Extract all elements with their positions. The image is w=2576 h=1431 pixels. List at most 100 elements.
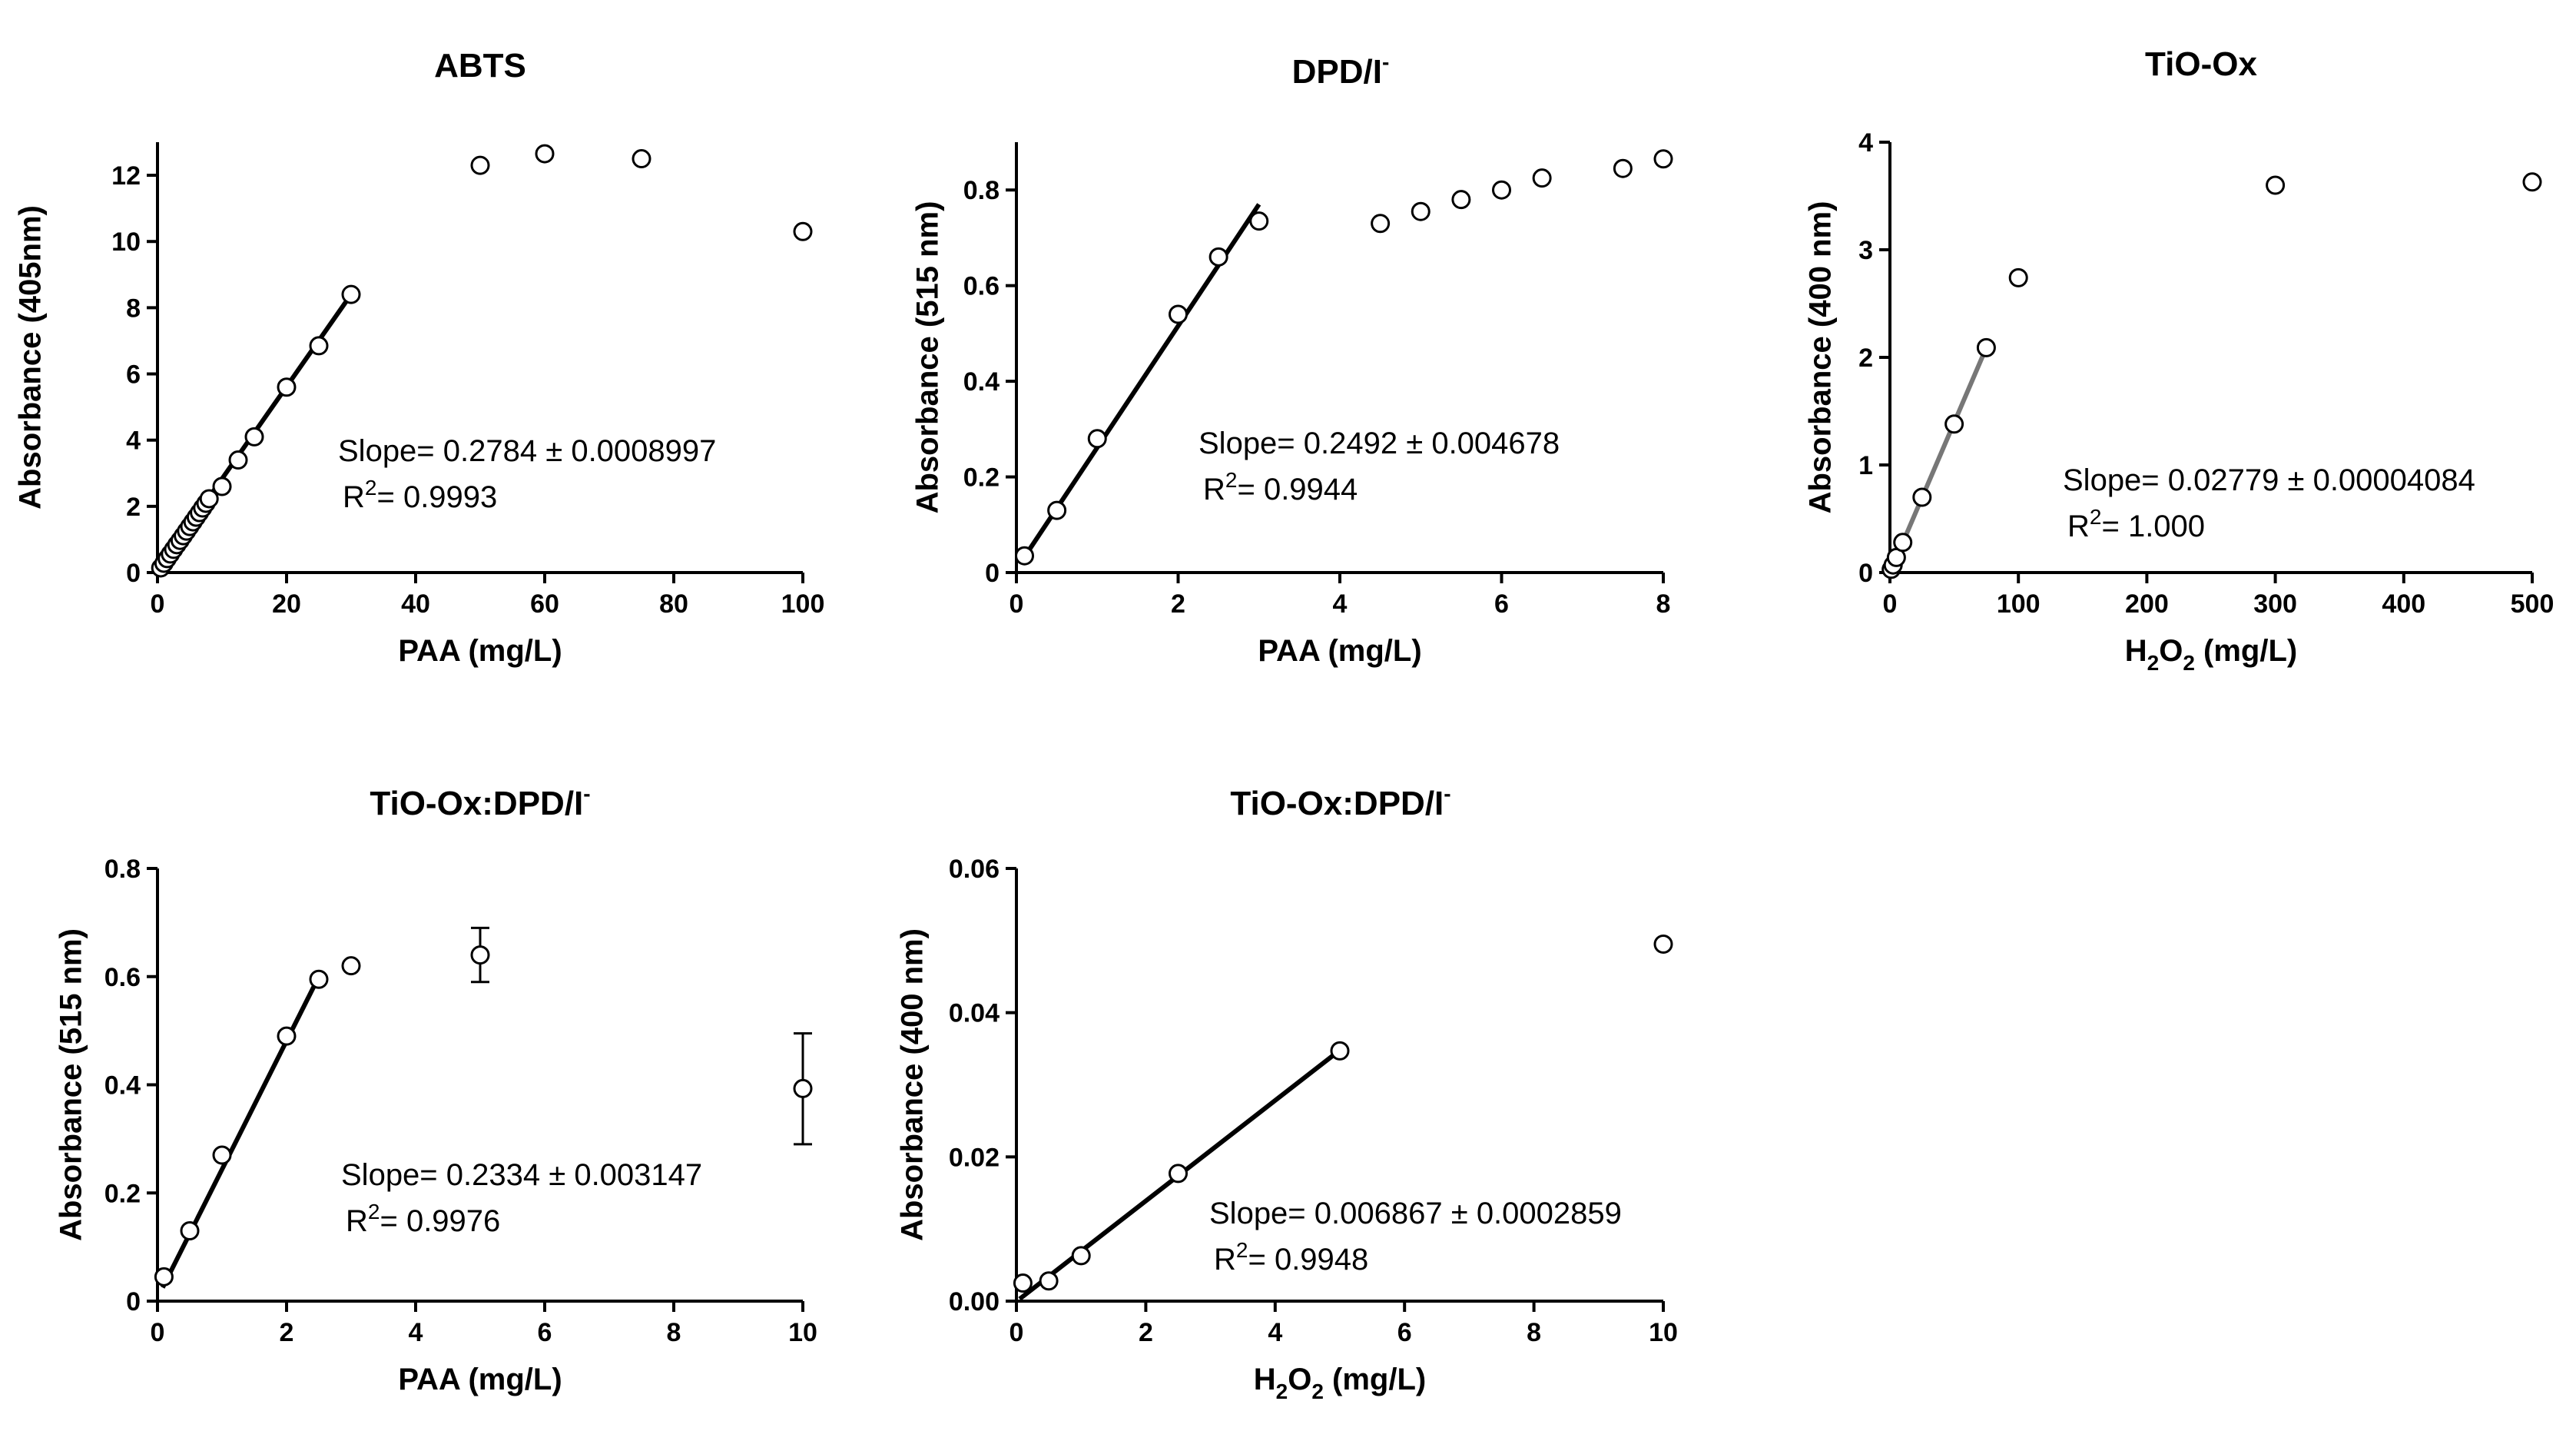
data-point — [1013, 1273, 1033, 1293]
data-point — [793, 1078, 813, 1098]
r-squared-value: = 0.9948 — [1248, 1243, 1368, 1277]
data-point — [154, 1267, 174, 1287]
data-point — [1532, 168, 1552, 188]
slope-annotation: Slope= 0.2492 ± 0.004678 — [1198, 427, 1560, 460]
r-squared-label: R — [346, 1204, 368, 1238]
data-point — [1087, 429, 1107, 449]
y-axis-label: Absorbance (405nm) — [14, 205, 48, 510]
x-axis-label: PAA (mg/L) — [1258, 634, 1421, 668]
data-point — [1976, 337, 1996, 357]
slope-label: Slope= — [338, 434, 435, 468]
slope-space — [435, 434, 443, 468]
x-axis-label-part: O — [2159, 634, 2183, 668]
x-tick-label: 0 — [1010, 1318, 1024, 1347]
data-point — [1411, 201, 1431, 221]
x-tick-label: 4 — [1268, 1318, 1282, 1347]
r-squared-annotation: R2= 0.9993 — [343, 476, 497, 514]
x-tick-label: 400 — [2382, 589, 2425, 619]
y-tick-label: 0 — [1858, 559, 1873, 588]
slope-value: 0.2492 ± 0.004678 — [1304, 427, 1560, 460]
chart-title-text: TiO-Ox:DPD/I — [370, 785, 583, 822]
x-axis-label-part: (mg/L) — [2195, 634, 2297, 668]
slope-annotation: Slope= 0.2784 ± 0.0008997 — [338, 434, 716, 468]
y-tick-label: 0.6 — [104, 963, 141, 992]
data-point — [1169, 304, 1188, 324]
y-tick-label: 12 — [111, 161, 141, 191]
y-tick-label: 0.8 — [104, 855, 141, 884]
r-squared-value: = 0.9993 — [376, 480, 497, 514]
y-tick-label: 0.04 — [949, 999, 1000, 1028]
x-axis-label-subscript: 2 — [1276, 1380, 1288, 1403]
y-axis-label: Absorbance (400 nm) — [1804, 201, 1838, 514]
slope-annotation: Slope= 0.2334 ± 0.003147 — [341, 1158, 702, 1192]
data-point — [1371, 214, 1391, 234]
data-point — [244, 427, 264, 447]
data-point — [535, 144, 555, 164]
slope-value: 0.02779 ± 0.00004084 — [2168, 463, 2475, 497]
chart-panel-2: DPD/I- 0 2 4 6 8 0 0.2 0.4 0.6 0.8 PAA (mg/L) Absorb… — [911, 50, 1673, 668]
r-squared-annotation: R2= 1.000 — [2067, 505, 2205, 543]
r-squared-value: = 0.9976 — [380, 1204, 500, 1238]
data-point — [1944, 414, 1964, 434]
chart-panel-1: ABTS 0 20 40 60 80 100 0 2 4 6 8 10 12 PAA (mg/L) Absor… — [14, 47, 825, 668]
x-tick-label: 4 — [409, 1318, 423, 1347]
x-axis-label-part: (mg/L) — [1324, 1363, 1426, 1396]
x-tick-label: 6 — [538, 1318, 552, 1347]
y-tick-label: 6 — [126, 360, 141, 390]
chart-title-text: DPD/I — [1292, 53, 1382, 91]
x-axis-label: H2O2 (mg/L) — [2125, 634, 2297, 675]
y-tick-label: 8 — [126, 294, 141, 323]
slope-value: 0.2784 ± 0.0008997 — [443, 434, 717, 468]
data-point — [212, 1145, 232, 1165]
slope-label: Slope= — [1209, 1197, 1306, 1230]
slope-value: 0.2334 ± 0.003147 — [446, 1158, 702, 1192]
chart-panel-4: TiO-Ox:DPD/I- 0 2 4 6 8 10 0 0.2 0.4 0.6 0.8 PAA (mg… — [55, 782, 817, 1396]
chart-title-text: TiO-Ox:DPD/I — [1230, 785, 1444, 822]
x-tick-label: 60 — [530, 589, 559, 619]
chart-title: TiO-Ox:DPD/I- — [370, 782, 590, 822]
chart-title-superscript: - — [583, 782, 590, 805]
x-tick-label: 10 — [1649, 1318, 1678, 1347]
x-tick-label: 10 — [788, 1318, 817, 1347]
data-point — [2008, 267, 2028, 287]
data-point — [1653, 149, 1673, 169]
data-point — [341, 956, 361, 976]
x-axis-label: H2O2 (mg/L) — [1254, 1363, 1426, 1403]
x-tick-label: 0 — [1883, 589, 1898, 619]
x-tick-label: 100 — [781, 589, 825, 619]
x-axis-label-subscript: 2 — [1311, 1380, 1324, 1403]
r-squared-superscript: 2 — [2090, 505, 2102, 529]
data-point — [1451, 190, 1471, 210]
y-tick-label: 4 — [1858, 128, 1873, 158]
data-point — [470, 945, 490, 965]
x-axis-label-subscript: 2 — [2183, 651, 2195, 675]
chart-title: ABTS — [434, 47, 526, 85]
x-axis-label: PAA (mg/L) — [398, 634, 562, 668]
x-tick-label: 6 — [1397, 1318, 1412, 1347]
data-point — [470, 155, 490, 175]
data-point — [1912, 487, 1932, 507]
r-squared-value: = 0.9944 — [1237, 473, 1358, 506]
slope-space — [438, 1158, 446, 1192]
x-axis-label-subscript: 2 — [2147, 651, 2160, 675]
x-tick-label: 20 — [272, 589, 301, 619]
data-point — [632, 149, 651, 169]
y-tick-label: 1 — [1858, 451, 1873, 480]
r-squared-superscript: 2 — [365, 476, 377, 500]
r-squared-annotation: R2= 0.9948 — [1214, 1238, 1368, 1277]
x-tick-label: 500 — [2511, 589, 2554, 619]
slope-label: Slope= — [2063, 463, 2160, 497]
chart-title-text: ABTS — [434, 47, 526, 85]
y-tick-label: 2 — [1858, 344, 1873, 373]
chart-title: DPD/I- — [1292, 50, 1390, 91]
y-tick-label: 0 — [126, 1287, 141, 1316]
data-point — [341, 284, 361, 304]
x-tick-label: 40 — [401, 589, 430, 619]
data-point — [1169, 1164, 1188, 1184]
data-point — [277, 377, 297, 397]
r-squared-label: R — [343, 480, 365, 514]
chart-title-superscript: - — [1444, 782, 1450, 805]
data-point — [1015, 546, 1035, 566]
r-squared-label: R — [1203, 473, 1225, 506]
